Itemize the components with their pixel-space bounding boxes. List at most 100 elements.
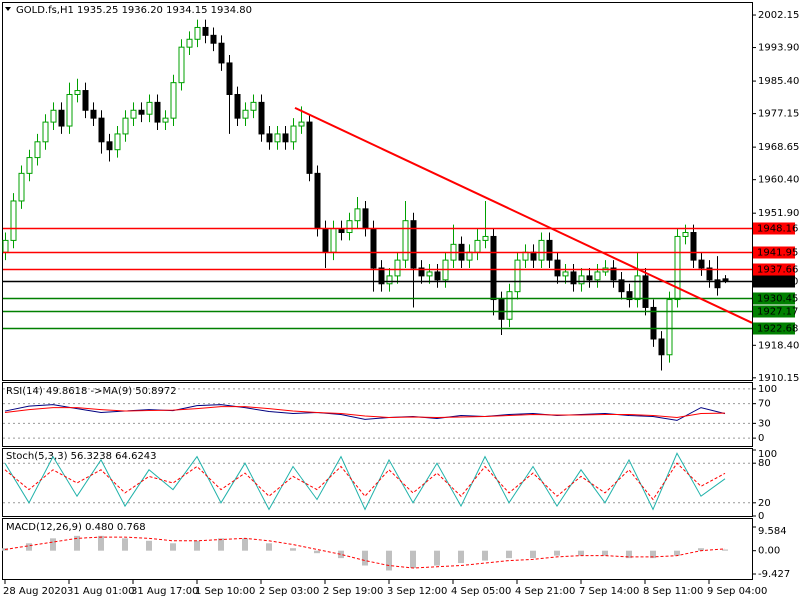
candle-body [98,117,105,143]
macd-signal [4,536,726,569]
candle-body [546,239,553,261]
candle-body [482,235,489,241]
y-tick-label: 2002.15 [758,10,799,21]
candle-body [274,133,281,143]
y-tick-label: 0 [758,511,764,522]
macd-bar [218,538,224,551]
candle-body [306,121,313,174]
candle-body [58,109,65,127]
candle-body [178,46,185,84]
candle-body [410,220,417,269]
candle-body [570,271,577,285]
macd-bar [314,550,320,554]
candle-body [106,141,113,151]
candle-body [266,133,273,143]
macd-bar [698,548,704,551]
candle-body [242,109,249,119]
candle-body [226,62,233,95]
candle-body [434,271,441,281]
candle-body [722,278,729,282]
price-level-tag [753,292,795,305]
candle-body [122,117,129,135]
macd-bar [362,550,368,566]
candle-body [466,251,473,261]
macd-bar [674,550,680,556]
candle-body [322,228,329,253]
candle-body [202,26,209,36]
macd-bar [50,538,56,551]
x-tick-label: 2 Sep 03:00 [259,586,319,597]
candle-body [386,275,393,285]
macd-bar [386,550,392,571]
candle-body [394,259,401,277]
x-tick-label: 3 Sep 12:00 [387,586,447,597]
x-tick-label: 7 Sep 14:00 [579,586,639,597]
x-tick-label: 28 Aug 2020 [3,586,67,597]
macd-bar [578,550,584,556]
price-level-tag [753,246,795,259]
y-tick-label: 1960.40 [758,175,799,186]
candle-body [258,101,265,135]
price-level-label: 1930.45 [757,294,798,305]
macd-bar [650,550,656,559]
candle-body [114,133,121,151]
candle-body [298,121,305,127]
macd-bar [410,550,416,568]
y-tick-label: 100 [758,449,777,460]
price-level-tag [753,263,795,276]
candle-body [210,34,217,44]
candle-body [674,235,681,301]
candle-body [650,306,657,340]
candle-body [578,275,585,285]
candle-body [530,251,537,261]
candle-body [130,109,137,119]
price-level-label: 1937.66 [757,265,798,276]
macd-bar [554,550,560,556]
y-tick-label: 1918.40 [758,340,799,351]
price-level-tag [753,275,795,288]
macd-bar [338,550,344,559]
price-level-label: 1927.17 [757,307,798,318]
y-tick-label: 80 [758,458,771,469]
candle-body [290,125,297,143]
candle-body [642,275,649,308]
stoch-frame [2,448,753,517]
candle-body [330,228,337,253]
candle-body [370,228,377,269]
price-level-label: 1934.80 [757,277,798,288]
macd-bar [506,550,512,559]
candle-body [34,141,41,159]
candle-body [378,267,385,285]
trendline [294,106,753,324]
candle-body [26,157,33,174]
symbol-icon [5,7,11,11]
candle-body [346,220,353,234]
x-tick-label: 8 Sep 11:00 [643,586,703,597]
macd-bar [722,549,728,551]
y-tick-label: 0.00 [758,546,780,557]
x-tick-label: 9 Sep 04:00 [707,586,767,597]
macd-bar [482,550,488,561]
candle-body [18,172,25,202]
candle-body [666,299,673,356]
rsi-frame [2,382,753,447]
y-tick-label: 100 [758,384,777,395]
indicator-line [4,462,726,501]
candle-body [362,208,369,230]
panel-frames [2,2,753,580]
macd-bar [242,538,248,551]
candle-body [714,279,721,289]
candle-body [162,117,169,123]
candle-body [250,101,257,111]
indicator-line [4,452,726,511]
rsi-title: RSI(14) 49.8618 ->MA(9) 50.8972 [6,386,177,397]
candle-body [498,299,505,320]
candle-body [514,259,521,293]
candle-body [490,235,497,301]
candle-body [186,38,193,48]
candle-body [682,232,689,237]
y-tick-label: 1977.15 [758,109,799,120]
candle-body [586,275,593,281]
candle-body [402,220,409,261]
